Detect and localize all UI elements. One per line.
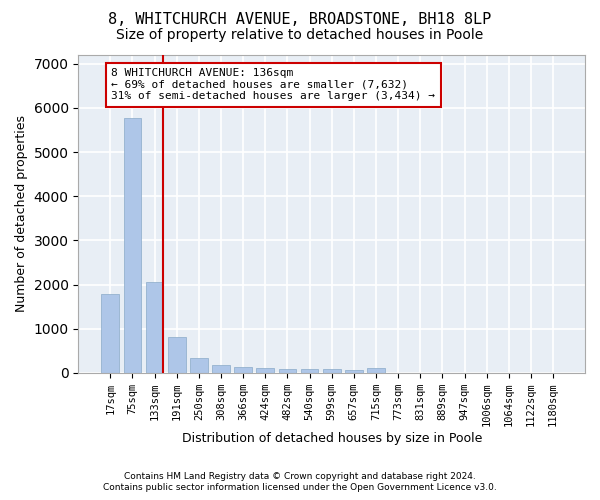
Bar: [190, 358, 208, 373]
Bar: [168, 337, 185, 373]
Text: Contains HM Land Registry data © Crown copyright and database right 2024.: Contains HM Land Registry data © Crown c…: [124, 472, 476, 481]
Text: Size of property relative to detached houses in Poole: Size of property relative to detached ho…: [116, 28, 484, 42]
Bar: [345, 370, 362, 373]
Text: 8, WHITCHURCH AVENUE, BROADSTONE, BH18 8LP: 8, WHITCHURCH AVENUE, BROADSTONE, BH18 8…: [109, 12, 491, 28]
Bar: [367, 368, 385, 373]
X-axis label: Distribution of detached houses by size in Poole: Distribution of detached houses by size …: [182, 432, 482, 445]
Bar: [234, 367, 252, 373]
Bar: [301, 369, 319, 373]
Bar: [101, 294, 119, 373]
Bar: [212, 364, 230, 373]
Bar: [323, 370, 341, 373]
Text: 8 WHITCHURCH AVENUE: 136sqm
← 69% of detached houses are smaller (7,632)
31% of : 8 WHITCHURCH AVENUE: 136sqm ← 69% of det…: [112, 68, 436, 102]
Text: Contains public sector information licensed under the Open Government Licence v3: Contains public sector information licen…: [103, 484, 497, 492]
Bar: [278, 368, 296, 373]
Bar: [256, 368, 274, 373]
Y-axis label: Number of detached properties: Number of detached properties: [15, 116, 28, 312]
Bar: [124, 118, 141, 373]
Bar: [146, 282, 163, 373]
